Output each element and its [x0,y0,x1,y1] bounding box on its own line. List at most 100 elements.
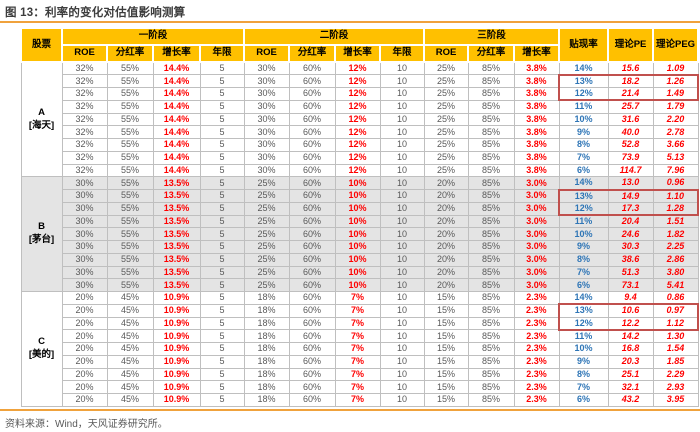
stage1-growth-cell: 13.5% [152,201,201,216]
stage1-years-cell: 5 [199,252,245,267]
stage2-years-cell: 10 [379,329,425,343]
stage2-growth-cell: 12% [334,125,381,139]
theoretical-peg-cell: 1.12 [652,316,700,331]
stage3-growth-cell: 3.8% [513,87,560,101]
theoretical-pe-cell: 10.6 [607,303,654,318]
table-row: 20% 45% 10.9% 5 18% 60% 7% 10 15% 85% 2.3% 12% 12.2 1… [21,316,700,331]
table-row: 32% 55% 14.4% 5 30% 60% 12% 10 25% 85% 3.8% 6% 114.7… [21,163,699,178]
stage3-roe-cell: 15% [423,303,469,318]
stage2-payout-cell: 60% [288,278,336,292]
stage1-years-cell: 5 [199,201,245,216]
stage3-growth-cell: 3.8% [513,112,560,127]
theoretical-peg-cell: 3.95 [652,393,699,407]
stage1-years-cell: 5 [199,240,245,254]
header-stage1-年限: 年限 [198,44,246,63]
stage2-payout-cell: 60% [288,380,336,394]
stage2-growth-cell: 7% [334,291,381,305]
stage1-years-cell: 5 [199,61,245,76]
stage2-roe-cell: 30% [243,74,290,88]
stage1-roe-cell: 30% [61,265,108,280]
theoretical-pe-cell: 25.7 [607,99,654,114]
stage1-growth-cell: 14.4% [152,61,201,76]
stage1-roe-cell: 30% [61,252,108,267]
stage3-payout-cell: 85% [467,138,515,152]
stage3-roe-cell: 20% [423,214,469,229]
stage1-payout-cell: 45% [106,316,154,331]
stage2-growth-cell: 7% [334,367,381,382]
stage2-growth-cell: 7% [334,393,381,407]
theoretical-peg-cell: 1.79 [652,99,699,114]
stage2-years-cell: 10 [379,367,425,382]
stage3-payout-cell: 85% [467,367,515,382]
stage2-years-cell: 10 [379,112,425,127]
stage2-years-cell: 10 [379,138,425,152]
stage2-roe-cell: 30% [243,99,290,114]
stage2-roe-cell: 25% [243,278,290,292]
stage2-payout-cell: 60% [288,99,336,114]
stage1-roe-cell: 20% [61,367,108,382]
stage1-payout-cell: 55% [106,87,154,101]
stage3-payout-cell: 85% [467,112,515,127]
stage3-growth-cell: 3.8% [513,99,560,114]
theoretical-pe-cell: 15.6 [607,61,654,76]
stage2-years-cell: 10 [379,265,425,280]
stage3-roe-cell: 25% [423,61,469,76]
stage1-years-cell: 5 [199,342,245,356]
theoretical-pe-cell: 20.4 [607,214,654,229]
stage1-payout-cell: 55% [106,201,154,216]
table-row: 30% 55% 13.5% 5 25% 60% 10% 10 20% 85% 3.0% 6% 73.1 5… [21,278,699,292]
stage3-growth-cell: 3.8% [513,163,560,178]
stage1-payout-cell: 45% [106,367,154,382]
header-stage2: 二阶段 [243,27,426,46]
stage2-roe-cell: 18% [243,393,290,407]
header-stage2-分红率: 分红率 [288,44,337,63]
stage3-roe-cell: 20% [423,189,469,203]
stage3-roe-cell: 15% [423,354,469,369]
stage3-roe-cell: 25% [423,138,469,152]
stage1-roe-cell: 32% [61,74,108,88]
theoretical-peg-cell: 5.41 [652,278,699,292]
stage2-years-cell: 10 [379,163,425,178]
stage3-payout-cell: 85% [467,201,515,216]
stage2-roe-cell: 30% [243,138,290,152]
theoretical-pe-cell: 17.3 [607,201,654,216]
header-stage3-roe: ROE [423,44,470,63]
stage1-payout-cell: 45% [106,380,154,394]
title-divider-line [0,21,700,23]
stage3-payout-cell: 85% [467,74,515,88]
table-row: 30% 55% 13.5% 5 25% 60% 10% 10 20% 85% 3.0% 10% 24.6… [21,227,699,241]
stage2-payout-cell: 60% [288,329,336,343]
theoretical-pe-cell: 40.0 [607,125,654,139]
stage2-payout-cell: 60% [288,163,336,178]
stage2-years-cell: 10 [379,380,425,394]
stage1-years-cell: 5 [199,393,245,407]
theoretical-peg-cell: 2.78 [652,125,699,139]
discount-rate-cell: 7% [558,380,609,394]
stage1-payout-cell: 55% [106,138,154,152]
stage2-roe-cell: 25% [243,201,290,216]
stage1-years-cell: 5 [199,316,245,331]
discount-rate-cell: 9% [558,125,609,139]
stage1-roe-cell: 30% [61,189,108,203]
stage2-roe-cell: 18% [243,380,290,394]
stage3-roe-cell: 20% [423,278,469,292]
valuation-table: 股票 一阶段 二阶段 三阶段 贴现率 理论PE 理论PEG ROE 分红率 增长率 年限 ROE 分红率… [20,27,700,407]
stage1-growth-cell: 10.9% [152,316,201,331]
stage3-growth-cell: 2.3% [513,393,560,407]
table-row: 20% 45% 10.9% 5 18% 60% 7% 10 15% 85% 2.3% 6% 43.2 3.… [21,393,699,407]
theoretical-peg-cell: 1.09 [652,61,699,76]
stage2-growth-cell: 10% [334,201,381,216]
stage3-growth-cell: 2.3% [513,342,560,356]
stage1-years-cell: 5 [199,74,245,88]
discount-rate-cell: 7% [558,265,609,280]
stage3-growth-cell: 3.0% [513,214,560,229]
stage3-payout-cell: 85% [467,278,515,292]
stage2-growth-cell: 10% [334,240,381,254]
stage2-roe-cell: 25% [243,214,290,229]
stage3-roe-cell: 20% [423,252,469,267]
stage2-roe-cell: 18% [243,316,290,331]
stage1-growth-cell: 14.4% [152,112,201,127]
stage1-years-cell: 5 [199,291,245,305]
theoretical-peg-cell: 1.26 [652,73,700,88]
stage1-growth-cell: 10.9% [152,329,201,343]
